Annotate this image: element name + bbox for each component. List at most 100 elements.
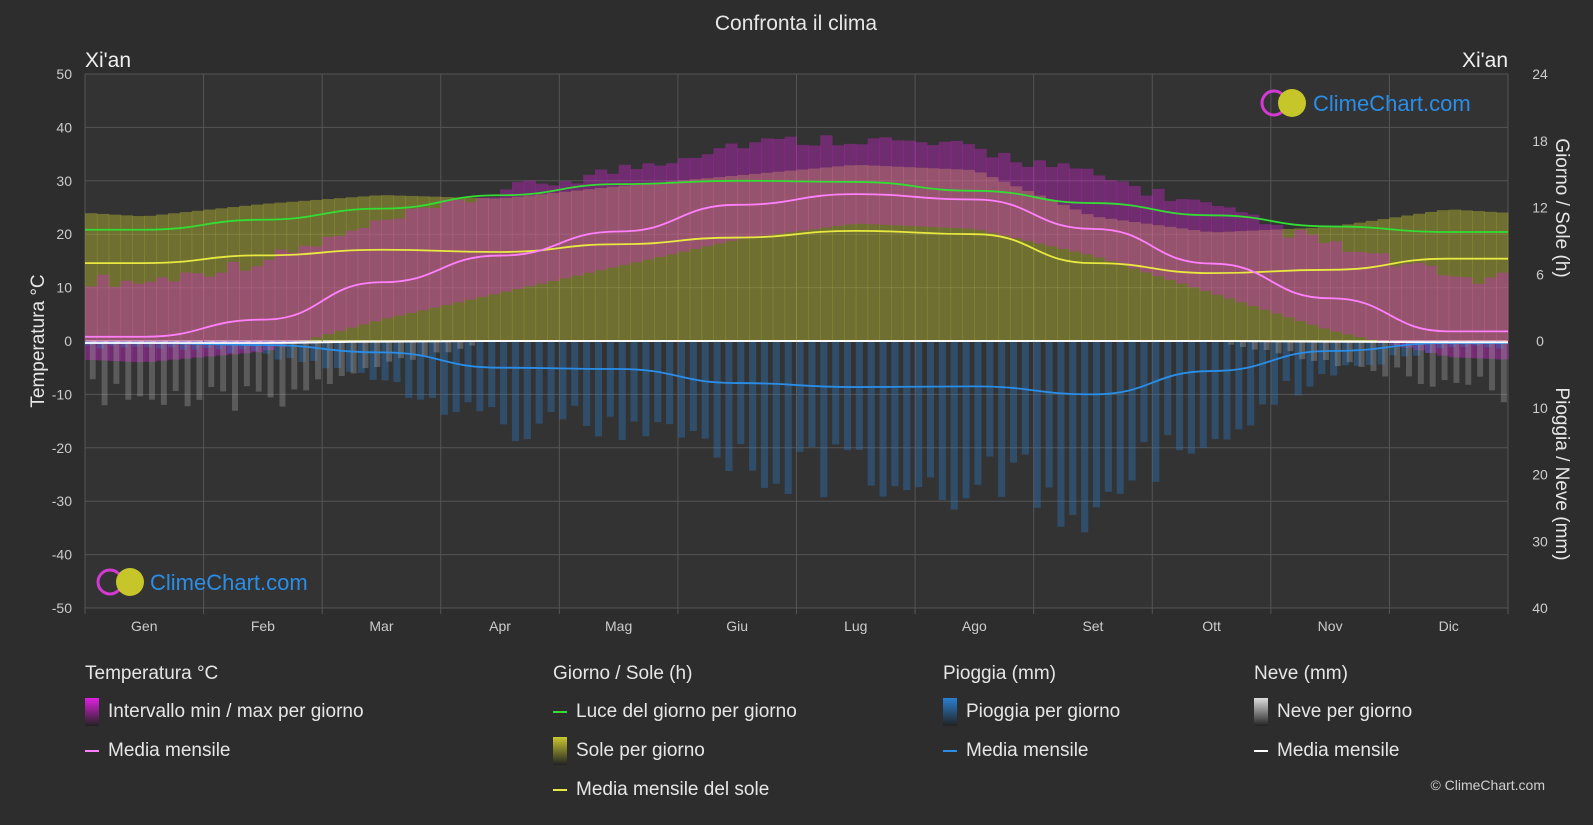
sunshine-bar xyxy=(1140,223,1153,341)
rain-bar xyxy=(1092,341,1101,508)
temp-range-bar xyxy=(1472,283,1485,359)
rain-bar xyxy=(476,341,484,412)
rain-bar xyxy=(96,341,104,349)
temp-range-bar xyxy=(1282,237,1296,318)
temp-range-bar xyxy=(642,163,655,260)
snow-mean-line xyxy=(85,340,1508,344)
temp-range-bar xyxy=(1164,201,1177,280)
rain-bar xyxy=(760,341,769,488)
rain-bar xyxy=(1306,341,1314,387)
legend-swatch-line-icon xyxy=(553,711,567,713)
rain-bar xyxy=(1211,341,1219,440)
sunshine-bar xyxy=(393,195,406,341)
sunshine-bar xyxy=(298,200,311,341)
rain-bar xyxy=(511,341,520,442)
temp-range-bar xyxy=(1021,166,1035,241)
rain-bar xyxy=(322,341,330,369)
snow-bar xyxy=(255,341,262,392)
sunshine-bar xyxy=(654,182,667,341)
sunshine-bar xyxy=(1484,211,1497,341)
sunshine-bar xyxy=(784,170,797,341)
sunshine-bar xyxy=(274,202,288,341)
rain-bar xyxy=(1116,341,1124,494)
legend-group-title: Temperatura °C xyxy=(85,663,219,684)
rain-bar xyxy=(1164,341,1172,436)
snow-bar xyxy=(291,341,298,390)
rain-bar xyxy=(1021,341,1029,455)
legend-item: Media mensile xyxy=(943,740,1120,762)
temp-range-bar xyxy=(1140,195,1153,273)
sunshine-bar xyxy=(1009,186,1023,341)
sunshine-bar xyxy=(1164,226,1177,341)
rain-bar xyxy=(843,341,852,451)
rain-bar xyxy=(701,341,709,439)
sunshine-bar xyxy=(85,213,98,341)
temp-range-bar xyxy=(1496,272,1509,360)
sunshine-bar xyxy=(179,212,193,341)
snow-bar xyxy=(1465,341,1472,385)
rain-bar xyxy=(440,341,448,415)
sunshine-bar xyxy=(322,199,335,341)
right-tick-label-rain: 10 xyxy=(1532,400,1548,416)
sunshine-bar xyxy=(286,201,299,341)
temp-range-bar xyxy=(1341,251,1355,335)
sunshine-bar xyxy=(1045,200,1058,341)
sunshine-bar xyxy=(1258,230,1272,341)
right-tick-label-sun: 12 xyxy=(1532,200,1548,216)
legend-item-label: Media mensile xyxy=(966,740,1089,761)
rain-bar xyxy=(1057,341,1065,527)
snow-bar xyxy=(232,341,238,411)
sunshine-bar xyxy=(559,191,572,341)
copyright: © ClimeChart.com xyxy=(1430,777,1545,793)
temp-range-bar xyxy=(962,144,975,229)
daylight-line xyxy=(84,179,1508,233)
rain-bar xyxy=(310,341,318,361)
rain-bar xyxy=(903,341,911,491)
month-label: Lug xyxy=(844,618,867,634)
temp-range-bar xyxy=(1104,180,1118,262)
rain-bar xyxy=(571,341,579,406)
rain-bar xyxy=(689,341,697,432)
rain-bar xyxy=(168,341,176,348)
rain-bar xyxy=(594,341,603,437)
snow-bar xyxy=(338,341,345,376)
sunshine-bar xyxy=(405,195,418,341)
sunshine-bar xyxy=(1341,224,1355,341)
temp-range-bar xyxy=(179,272,193,359)
temp-range-bar xyxy=(1128,185,1141,269)
temp-range-bar xyxy=(322,236,335,335)
rain-bar xyxy=(559,341,567,420)
right-axis-title-bottom: Pioggia / Neve (mm) xyxy=(1551,387,1572,560)
sunshine-bar xyxy=(843,165,857,341)
sunshine-bar xyxy=(1365,220,1379,341)
sunshine-bar xyxy=(1353,222,1367,341)
rain-bar xyxy=(262,341,270,354)
temp-range-bar xyxy=(737,148,750,239)
sunshine-bar xyxy=(1318,227,1331,341)
temp-range-bar xyxy=(559,181,572,279)
rain-bar xyxy=(1081,341,1089,533)
rain-bar xyxy=(1424,341,1433,353)
temp-range-bar xyxy=(215,272,228,356)
rain-bar xyxy=(227,341,235,354)
temp-range-bar xyxy=(749,142,762,238)
sunshine-bar xyxy=(867,165,881,341)
rain-bar xyxy=(274,341,282,360)
sunshine-bar xyxy=(120,215,133,341)
rain-bar xyxy=(523,341,531,440)
sunshine-bar xyxy=(1247,230,1260,341)
sunshine-bar xyxy=(1496,212,1509,341)
sunshine-bar xyxy=(262,203,276,341)
legend-item: Sole per giorno xyxy=(553,737,797,765)
rain-bar xyxy=(381,341,389,381)
sunshine-bar xyxy=(630,184,643,341)
snow-bar xyxy=(1275,341,1282,354)
rain-bar xyxy=(1484,341,1492,348)
temp-range-bar xyxy=(974,148,987,231)
sunshine-bar xyxy=(1057,204,1070,341)
sunshine-bar xyxy=(642,183,655,341)
temp-range-bar xyxy=(1187,199,1201,288)
legend-group-title: Pioggia (mm) xyxy=(943,663,1056,684)
legend-item: Media mensile xyxy=(1254,740,1412,762)
temp-range-bar xyxy=(926,145,940,227)
